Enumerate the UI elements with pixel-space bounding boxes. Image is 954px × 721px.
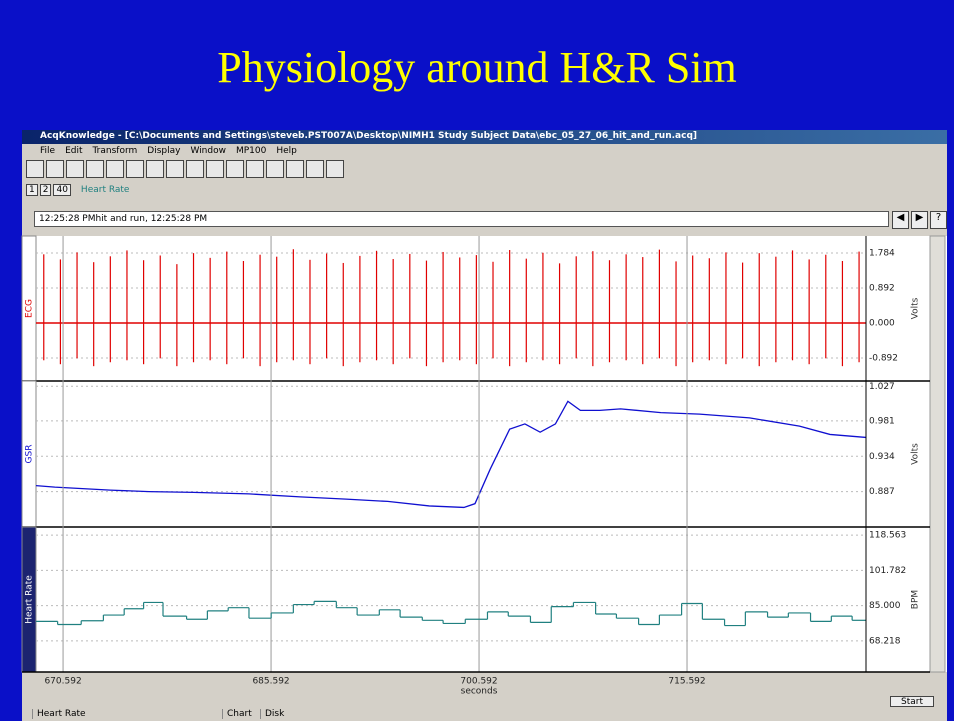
tool[interactable] <box>326 160 344 178</box>
menu[interactable]: Transform <box>92 146 138 156</box>
channel-label: Heart Rate <box>25 575 35 624</box>
y-tick-label: 101.782 <box>869 566 906 576</box>
toolbar <box>26 160 344 180</box>
tool[interactable] <box>46 160 64 178</box>
help-button[interactable]: ? <box>930 211 947 229</box>
y-tick-label: 0.892 <box>869 283 895 293</box>
tool[interactable] <box>166 160 184 178</box>
nav-buttons: ◀ ▶ ? <box>892 211 947 229</box>
y-tick-label: 68.218 <box>869 636 901 646</box>
menu[interactable]: Window <box>190 146 226 156</box>
start-button[interactable]: Start <box>890 696 934 707</box>
unit-label: Volts <box>911 443 921 465</box>
y-tick-label: -0.892 <box>869 354 898 364</box>
channel-label: ECG <box>25 299 35 318</box>
tool[interactable] <box>106 160 124 178</box>
gsr-trace <box>35 400 867 509</box>
y-tick-label: 85.000 <box>869 601 901 611</box>
tool[interactable] <box>66 160 84 178</box>
tool[interactable] <box>246 160 264 178</box>
status-item: Chart <box>222 709 252 719</box>
x-tick-label: 670.592 <box>44 677 81 687</box>
y-tick-label: 0.000 <box>869 319 895 329</box>
y-tick-label: 1.027 <box>869 382 895 392</box>
status-item: Disk <box>260 709 284 719</box>
active-channel: Heart Rate <box>80 185 130 195</box>
menu[interactable]: Display <box>147 146 181 156</box>
menu[interactable]: File <box>40 146 56 156</box>
tool[interactable] <box>266 160 284 178</box>
x-axis-label: seconds <box>461 687 498 697</box>
view-button[interactable]: 2 <box>39 184 52 196</box>
tool[interactable] <box>186 160 204 178</box>
tool[interactable] <box>86 160 104 178</box>
slide-title: Physiology around H&R Sim <box>217 43 737 92</box>
x-tick-label: 685.592 <box>252 677 289 687</box>
tool[interactable] <box>226 160 244 178</box>
tool[interactable] <box>286 160 304 178</box>
y-tick-label: 0.934 <box>869 452 895 462</box>
channel-label: GSR <box>25 445 35 464</box>
x-tick-label: 715.592 <box>668 677 705 687</box>
journal-field[interactable]: 12:25:28 PMhit and run, 12:25:28 PM <box>34 211 889 227</box>
view-button[interactable]: 1 <box>26 184 38 196</box>
prev-button[interactable]: ◀ <box>892 211 909 229</box>
y-tick-label: 118.563 <box>869 531 906 541</box>
unit-label: BPM <box>911 590 921 609</box>
menu-bar: File Edit Transform Display Window MP100… <box>22 144 947 159</box>
tool[interactable] <box>126 160 144 178</box>
unit-label: Volts <box>911 297 921 319</box>
y-tick-label: 1.784 <box>869 248 895 258</box>
tool[interactable] <box>146 160 164 178</box>
tool[interactable] <box>206 160 224 178</box>
channel-row: 1 2 40 Heart Rate <box>26 182 129 198</box>
window-title: AcqKnowledge - [C:\Documents and Setting… <box>22 130 947 144</box>
menu[interactable]: Help <box>276 146 297 156</box>
scrollbar <box>929 235 946 673</box>
tool[interactable] <box>26 160 44 178</box>
x-tick-label: 700.592 <box>460 677 497 687</box>
status-item: Heart Rate <box>32 709 86 719</box>
view-button[interactable]: 40 <box>53 184 71 196</box>
y-tick-label: 0.887 <box>869 487 895 497</box>
y-tick-label: 0.981 <box>869 416 895 426</box>
next-button[interactable]: ▶ <box>911 211 928 229</box>
status-bar: Heart Rate Chart Disk <box>22 708 947 721</box>
menu[interactable]: Edit <box>65 146 83 156</box>
menu[interactable]: MP100 <box>235 146 267 156</box>
tool[interactable] <box>306 160 324 178</box>
